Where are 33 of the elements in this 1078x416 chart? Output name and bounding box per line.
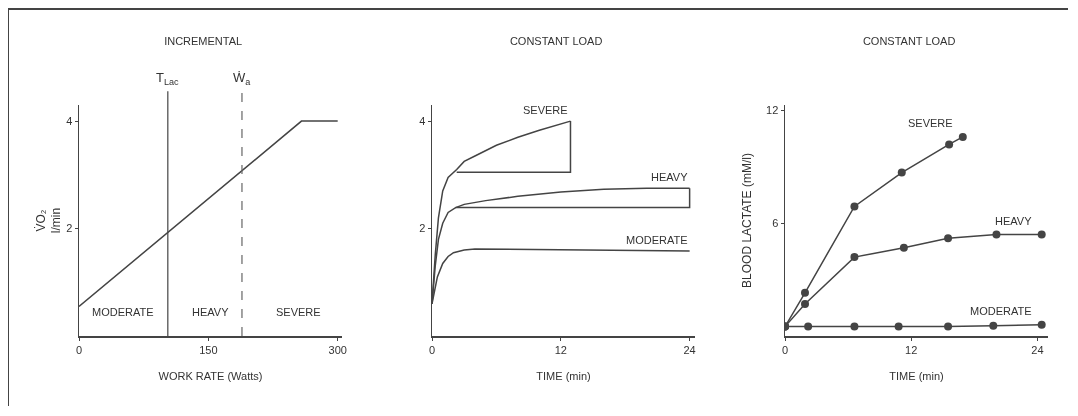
series-label: MODERATE	[970, 305, 1032, 317]
x-tick-label: 300	[328, 343, 347, 356]
annotation: HEAVY	[192, 306, 230, 318]
x-axis-title: WORK RATE (Watts)	[158, 369, 263, 382]
y-axis-title: V̇O₂ l/min	[33, 207, 64, 234]
chart-title: CONSTANT LOAD	[509, 35, 603, 48]
series-label: HEAVY	[995, 215, 1033, 227]
x-tick-label: 12	[554, 343, 567, 356]
x-tick-label: 150	[199, 343, 218, 356]
y-tick-label: 6	[772, 217, 779, 230]
series-label: HEAVY	[651, 171, 689, 183]
annotation: MODERATE	[92, 306, 154, 318]
x-axis-title: TIME (min)	[536, 369, 591, 382]
x-tick-label: 0	[75, 343, 83, 356]
y-tick-label: 4	[419, 114, 426, 127]
x-tick-label: 0	[781, 343, 789, 356]
annotation: SEVERE	[276, 306, 321, 318]
x-tick-label: 24	[1031, 343, 1044, 356]
x-tick-label: 24	[683, 343, 696, 356]
y-axis-title: BLOOD LACTATE (mM/l)	[739, 153, 754, 288]
y-tick-label: 2	[66, 222, 73, 235]
y-tick-label: 4	[66, 114, 73, 127]
x-axis-title: TIME (min)	[889, 369, 944, 382]
ref-line-label: Ẇ$_{a}$	[233, 70, 252, 87]
x-tick-label: 12	[905, 343, 918, 356]
y-tick-label: 2	[419, 222, 426, 235]
chart-title: CONSTANT LOAD	[862, 35, 956, 48]
series-label: SEVERE	[908, 117, 953, 129]
series-label: SEVERE	[523, 104, 568, 116]
ref-line-label: T$_{Lac}$	[156, 70, 180, 87]
series-label: MODERATE	[626, 234, 688, 246]
x-tick-label: 0	[428, 343, 436, 356]
chart-title: INCREMENTAL	[164, 35, 243, 48]
